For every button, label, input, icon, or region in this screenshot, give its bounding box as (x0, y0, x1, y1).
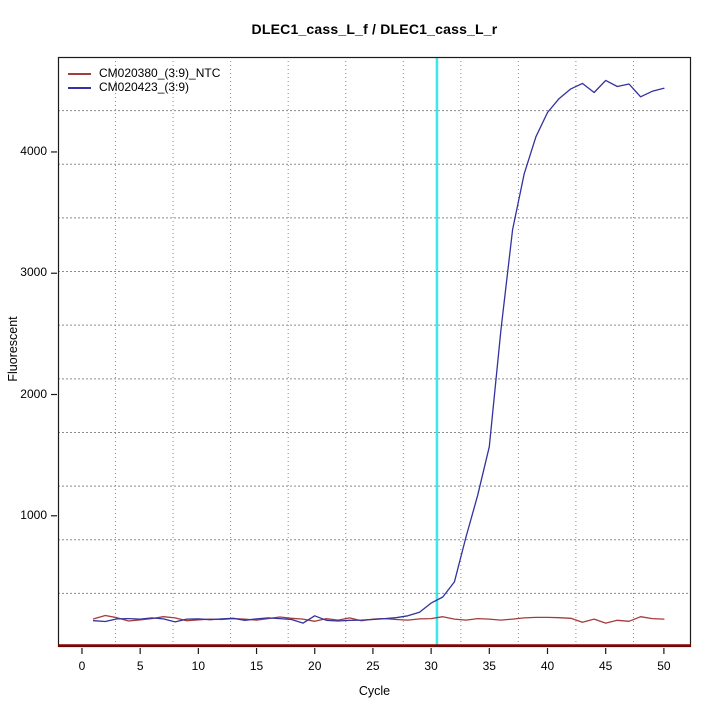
x-tick-label: 0 (78, 659, 86, 673)
legend-line-swatch (68, 73, 91, 75)
x-tick-label: 50 (657, 659, 671, 673)
plot-box (57, 56, 692, 648)
x-tick-label: 45 (599, 659, 613, 673)
x-tick-label: 20 (308, 659, 322, 673)
y-tick-label: 1000 (20, 507, 47, 522)
x-tick-label: 30 (424, 659, 438, 673)
y-tick-label: 2000 (20, 386, 47, 401)
legend-label: CM020380_(3:9)_NTC (99, 66, 221, 80)
x-tick-label: 5 (136, 659, 144, 673)
x-tick-label: 35 (482, 659, 496, 673)
x-tick-label: 10 (191, 659, 206, 673)
x-tick-label: 15 (249, 659, 264, 673)
x-tick-label: 25 (366, 659, 380, 673)
y-tick-label: 4000 (20, 143, 47, 158)
legend-label: CM020423_(3:9) (99, 80, 190, 94)
legend-line-swatch (68, 87, 91, 89)
y-tick-label: 3000 (20, 265, 47, 280)
chart-title: DLEC1_cass_L_f / DLEC1_cass_L_r (251, 21, 498, 37)
x-tick-label: 40 (540, 659, 555, 673)
x-axis-label: Cycle (358, 684, 391, 698)
series-line-sample (92, 79, 665, 624)
